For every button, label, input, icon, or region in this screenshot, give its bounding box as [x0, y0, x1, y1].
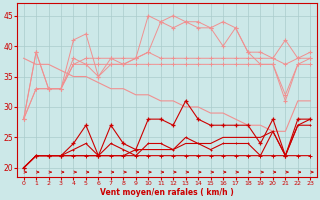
X-axis label: Vent moyen/en rafales ( km/h ): Vent moyen/en rafales ( km/h )	[100, 188, 234, 197]
